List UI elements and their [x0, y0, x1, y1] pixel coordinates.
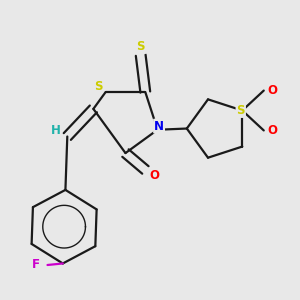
Text: O: O — [267, 84, 277, 97]
Text: S: S — [136, 40, 145, 53]
Text: S: S — [236, 104, 245, 117]
Text: O: O — [149, 169, 159, 182]
Text: S: S — [94, 80, 102, 93]
Text: O: O — [267, 124, 277, 137]
Text: H: H — [51, 124, 61, 137]
Text: F: F — [32, 259, 40, 272]
Text: N: N — [154, 120, 164, 133]
